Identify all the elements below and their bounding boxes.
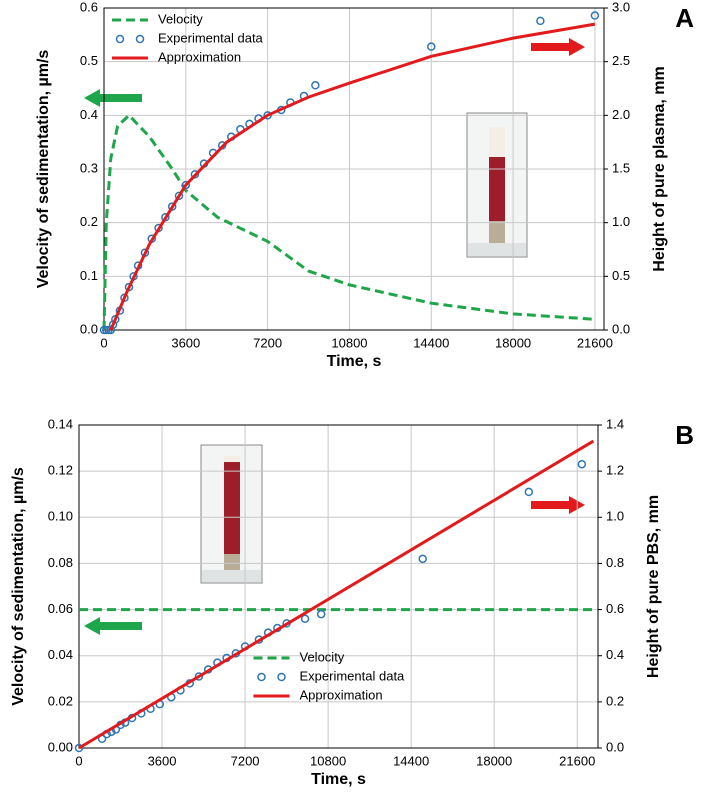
data-point	[418, 554, 427, 564]
y-tick-label: 0.0	[80, 321, 98, 336]
y2-axis-title: Height of pure PBS, mm	[645, 495, 662, 678]
y-tick-label: 0.3	[80, 160, 98, 175]
y2-tick-label: 2.0	[612, 107, 630, 122]
y2-tick-label: 0.8	[606, 555, 624, 570]
legend-label: Velocity	[158, 11, 203, 26]
inset-photo	[200, 444, 263, 584]
y-tick-label: 0.02	[48, 693, 73, 708]
arrow-right	[531, 38, 585, 56]
arrow-right	[531, 496, 585, 514]
y2-tick-label: 0.5	[612, 268, 630, 283]
plot-frame	[103, 7, 605, 331]
x-axis-title: Time, s	[327, 353, 382, 370]
x-tick-label: 3600	[148, 753, 177, 768]
data-point	[577, 459, 587, 469]
y2-tick-label: 0.2	[606, 693, 624, 708]
data-point	[194, 672, 204, 681]
x-tick-label: 18000	[476, 753, 512, 768]
y2-tick-label: 0.0	[612, 321, 630, 336]
legend-marker	[277, 672, 286, 682]
arrow-left	[84, 617, 142, 635]
data-point	[74, 743, 84, 753]
x-axis-title: Time, s	[311, 771, 366, 788]
y-tick-label: 0.12	[48, 463, 73, 478]
legend-label: Experimental data	[300, 668, 406, 683]
legend-marker	[135, 34, 145, 44]
arrow-left	[84, 89, 142, 107]
y-tick-label: 0.10	[48, 509, 73, 524]
y-axis-title: Velocity of sedimentation, µm/s	[35, 50, 52, 289]
y-tick-label: 0.06	[48, 601, 73, 616]
y-tick-label: 0.1	[80, 268, 98, 283]
x-tick-label: 7200	[253, 335, 282, 350]
legend-label: Velocity	[300, 649, 345, 664]
y2-tick-label: 0.4	[606, 647, 624, 662]
x-tick-label: 14400	[393, 753, 429, 768]
data-point	[174, 191, 184, 201]
x-tick-label: 10800	[331, 335, 367, 350]
y-axis-title: Velocity of sedimentation, µm/s	[10, 467, 27, 706]
y-tick-label: 0.4	[80, 107, 98, 122]
y-tick-label: 0.14	[48, 416, 73, 431]
series-line	[109, 22, 596, 331]
y2-axis-title: Height of pure plasma, mm	[651, 66, 668, 271]
legend-label: Approximation	[300, 687, 383, 702]
data-point	[536, 16, 545, 26]
y-tick-label: 0.00	[48, 739, 73, 754]
y2-tick-label: 1.4	[606, 416, 624, 431]
data-point	[427, 42, 436, 51]
data-point	[181, 180, 191, 190]
y-tick-label: 0.08	[48, 555, 73, 570]
data-point	[524, 487, 534, 497]
y-tick-label: 0.5	[80, 53, 98, 68]
x-tick-label: 14400	[413, 335, 449, 350]
panel-label: A	[675, 3, 694, 33]
y2-tick-label: 0.0	[606, 739, 624, 754]
y2-tick-label: 1.2	[606, 463, 624, 478]
series-line	[102, 113, 595, 331]
x-tick-label: 18000	[495, 335, 531, 350]
legend-label: Experimental data	[158, 30, 264, 45]
x-tick-label: 0	[100, 335, 107, 350]
data-point	[300, 614, 310, 624]
x-tick-label: 7200	[231, 753, 260, 768]
series-line	[78, 439, 595, 750]
panel-label: B	[675, 420, 694, 450]
legend-marker	[115, 34, 125, 44]
legend-label: Approximation	[158, 49, 241, 64]
y2-tick-label: 1.0	[606, 509, 624, 524]
y-tick-label: 0.6	[80, 0, 98, 14]
y2-tick-label: 2.5	[612, 53, 630, 68]
y2-tick-label: 1.5	[612, 160, 630, 175]
y-tick-label: 0.2	[80, 214, 98, 229]
plot-frame	[78, 424, 599, 749]
data-point	[316, 609, 326, 619]
data-point	[311, 81, 320, 90]
x-tick-label: 3600	[171, 335, 200, 350]
data-point	[190, 170, 200, 179]
inset-photo	[466, 112, 528, 258]
legend-marker	[257, 672, 266, 682]
y2-tick-label: 1.0	[612, 214, 630, 229]
x-tick-label: 10800	[310, 753, 346, 768]
y-tick-label: 0.04	[48, 647, 73, 662]
y2-tick-label: 3.0	[612, 0, 630, 14]
y2-tick-label: 0.6	[606, 601, 624, 616]
x-tick-label: 21600	[559, 753, 595, 768]
x-tick-label: 21600	[577, 335, 613, 350]
data-point	[590, 11, 600, 20]
x-tick-label: 0	[75, 753, 82, 768]
